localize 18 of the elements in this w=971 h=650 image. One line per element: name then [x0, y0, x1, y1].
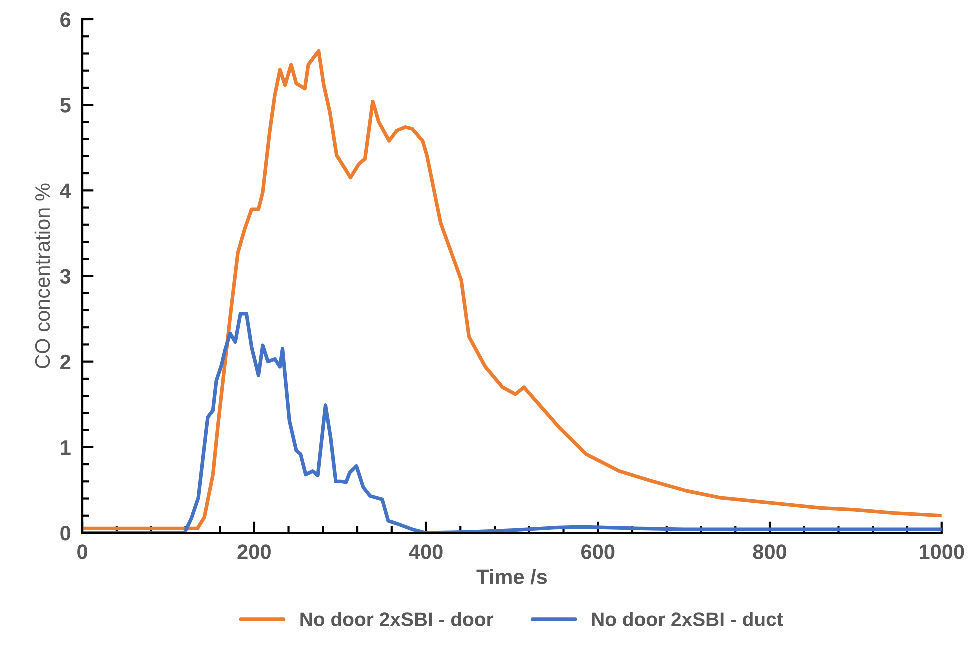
y-tick-label: 2 [60, 354, 71, 370]
x-tick-label: 0 [78, 544, 88, 560]
x-tick-label: 1000 [920, 544, 964, 560]
legend-label: No door 2xSBI - door [300, 612, 494, 626]
y-tick-label: 1 [61, 440, 71, 455]
line-series [82, 49, 942, 531]
y-tick-label: 4 [60, 184, 72, 198]
y-tick-label: 3 [60, 269, 71, 284]
y-tick-label: 6 [60, 12, 71, 28]
x-tick-label: 800 [753, 544, 787, 560]
legend-label: No door 2xSBI - duct [592, 612, 784, 626]
x-tick-label: 400 [409, 544, 443, 560]
y-tick-label: 5 [60, 98, 71, 113]
x-axis-title: Time /s [476, 569, 548, 585]
y-tick-label: 0 [60, 526, 71, 541]
x-tick-label: 200 [238, 544, 271, 560]
x-tick-label: 600 [582, 544, 615, 560]
y-axis-title: CO concentration % [34, 184, 50, 368]
